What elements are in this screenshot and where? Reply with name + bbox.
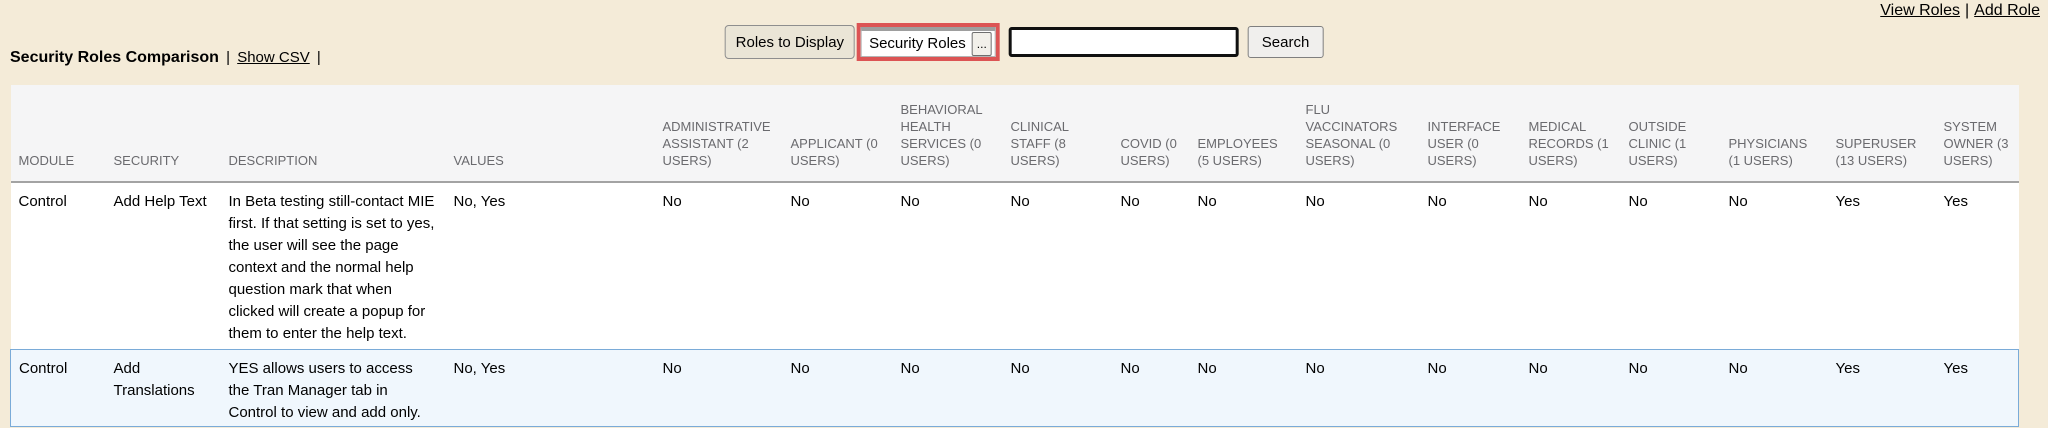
column-header: BEHAVIORAL HEALTH SERVICES (0 USERS)	[892, 85, 1003, 183]
roles-picker-value: Security Roles	[869, 35, 966, 52]
cell-role-value: No	[1002, 182, 1113, 350]
cell-role-value: No	[654, 182, 783, 350]
cell-role-value: No	[1520, 349, 1621, 427]
cell-role-value: No	[892, 182, 1003, 350]
roles-comparison-table: MODULE SECURITY DESCRIPTION VALUES ADMINISTR…	[10, 85, 2019, 427]
column-header: PHYSICIANS (1 USERS)	[1720, 85, 1828, 183]
cell-role-value: No	[1419, 182, 1521, 350]
cell-role-value: No	[1112, 182, 1190, 350]
column-header: FLU VACCINATORS SEASONAL (0 USERS)	[1297, 85, 1420, 183]
column-header: INTERFACE USER (0 USERS)	[1419, 85, 1521, 183]
cell-role-value: No	[1297, 182, 1420, 350]
table-header-row: MODULE SECURITY DESCRIPTION VALUES ADMINISTR…	[10, 85, 2019, 183]
column-header: ADMINISTRATIVE ASSISTANT (2 USERS)	[654, 85, 783, 183]
cell-role-value: Yes	[1827, 349, 1936, 427]
top-nav-separator: |	[1965, 2, 1970, 19]
roles-picker-ellipsis-button[interactable]: ...	[971, 31, 992, 56]
cell-role-value: No	[1620, 349, 1721, 427]
cell-role-value: No	[892, 349, 1003, 427]
cell-role-value: No	[1002, 349, 1113, 427]
column-header: SYSTEM OWNER (3 USERS)	[1935, 85, 2019, 183]
cell-role-value: Yes	[1935, 182, 2019, 350]
cell-role-value: No	[1620, 182, 1721, 350]
cell-description: YES allows users to access the Tran Mana…	[220, 349, 446, 427]
cell-role-value: No	[782, 182, 893, 350]
table-row: Control Add Translations YES allows users …	[10, 349, 2019, 427]
cell-module: Control	[10, 349, 106, 427]
column-header: MEDICAL RECORDS (1 USERS)	[1520, 85, 1621, 183]
cell-role-value: No	[1520, 182, 1621, 350]
cell-role-value: No	[1112, 349, 1190, 427]
add-role-link[interactable]: Add Role	[1974, 2, 2040, 19]
cell-role-value: No	[1720, 182, 1828, 350]
column-header: OUTSIDE CLINIC (1 USERS)	[1620, 85, 1721, 183]
search-button[interactable]: Search	[1247, 26, 1324, 58]
page-title: Security Roles Comparison	[10, 49, 219, 66]
roles-picker-highlight: Security Roles ...	[857, 23, 1000, 61]
column-header: SUPERUSER (13 USERS)	[1827, 85, 1936, 183]
table-row: Control Add Help Text In Beta testing stil…	[10, 182, 2019, 350]
column-header: VALUES	[445, 85, 655, 183]
roles-to-display-button[interactable]: Roles to Display	[724, 25, 856, 59]
cell-role-value: No	[1189, 349, 1298, 427]
cell-role-value: No	[1189, 182, 1298, 350]
top-nav: View Roles | Add Role	[1880, 2, 2040, 20]
cell-role-value: No	[654, 349, 783, 427]
view-roles-link[interactable]: View Roles	[1880, 2, 1961, 19]
page-heading: Security Roles Comparison | Show CSV |	[10, 49, 324, 67]
cell-values: No, Yes	[445, 349, 655, 427]
column-header: SECURITY	[105, 85, 221, 183]
column-header: EMPLOYEES (5 USERS)	[1189, 85, 1298, 183]
column-header: CLINICAL STAFF (8 USERS)	[1002, 85, 1113, 183]
roles-picker[interactable]: Security Roles ...	[861, 27, 996, 57]
cell-security: Add Translations	[105, 349, 221, 427]
cell-role-value: No	[1419, 349, 1521, 427]
cell-description: In Beta testing still-contact MIE first.…	[220, 182, 446, 350]
cell-values: No, Yes	[445, 182, 655, 350]
column-header: APPLICANT (0 USERS)	[782, 85, 893, 183]
cell-role-value: No	[782, 349, 893, 427]
cell-role-value: Yes	[1935, 349, 2019, 427]
column-header: MODULE	[10, 85, 106, 183]
heading-separator: |	[226, 49, 231, 66]
cell-role-value: No	[1720, 349, 1828, 427]
table-body: Control Add Help Text In Beta testing stil…	[10, 182, 2019, 427]
column-header: DESCRIPTION	[220, 85, 446, 183]
cell-security: Add Help Text	[105, 182, 221, 350]
show-csv-link[interactable]: Show CSV	[237, 49, 310, 66]
toolbar: Roles to Display Security Roles ... Sear…	[724, 23, 1324, 61]
heading-trailing-separator: |	[316, 49, 321, 66]
column-header: COVID (0 USERS)	[1112, 85, 1190, 183]
search-input[interactable]	[1008, 27, 1239, 57]
cell-role-value: No	[1297, 349, 1420, 427]
cell-module: Control	[10, 182, 106, 350]
cell-role-value: Yes	[1827, 182, 1936, 350]
